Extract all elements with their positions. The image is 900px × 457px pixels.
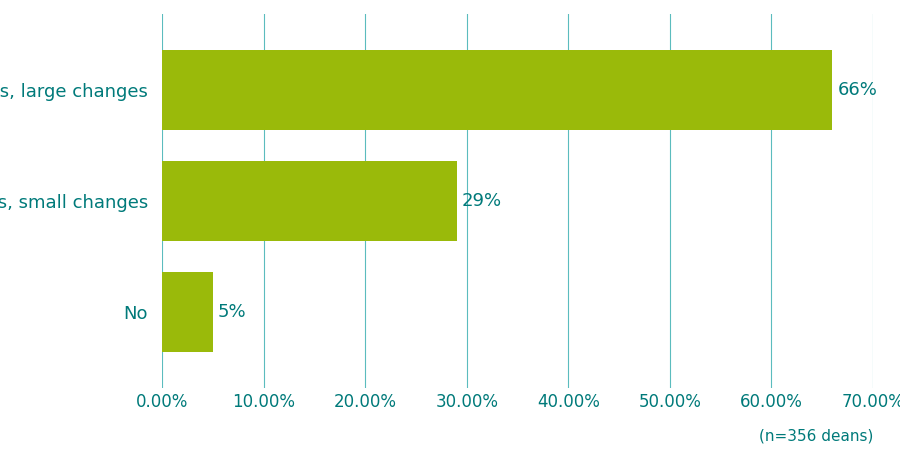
Text: 29%: 29% bbox=[462, 192, 502, 210]
Bar bbox=[162, 272, 212, 352]
Bar bbox=[162, 161, 456, 241]
Text: (n=356 deans): (n=356 deans) bbox=[759, 428, 873, 443]
Text: 66%: 66% bbox=[838, 81, 878, 99]
Bar bbox=[162, 50, 833, 130]
Text: 5%: 5% bbox=[218, 303, 247, 321]
